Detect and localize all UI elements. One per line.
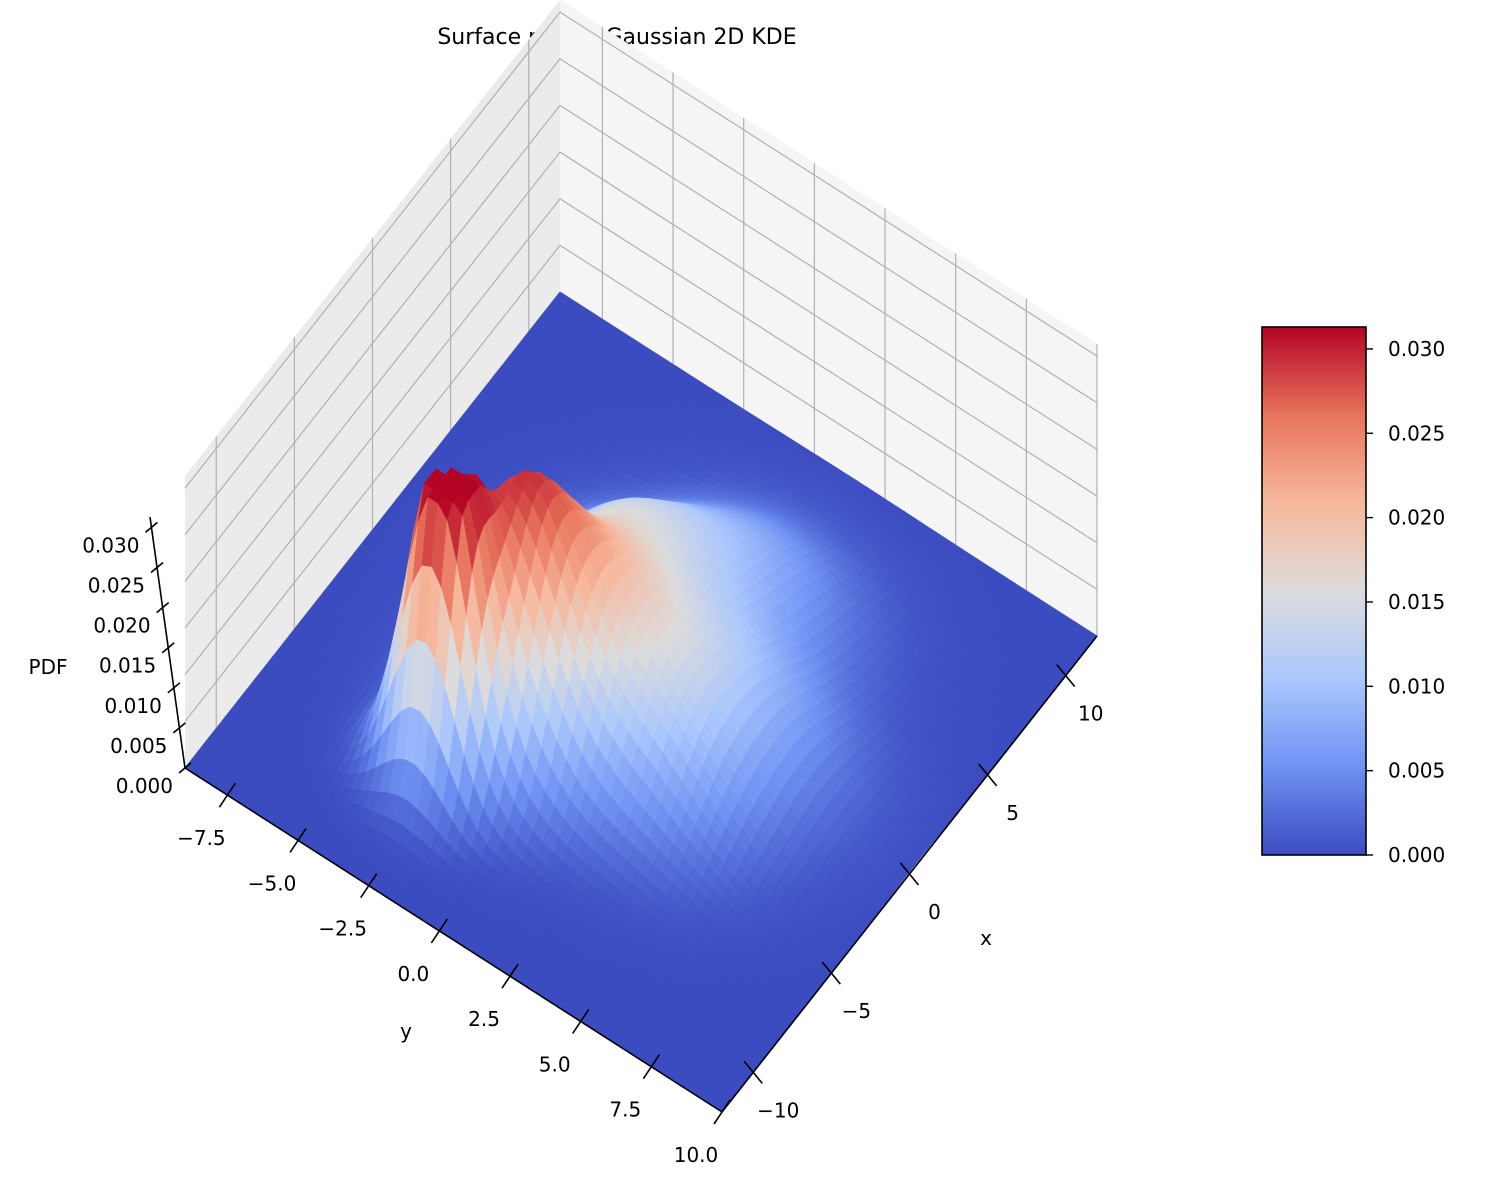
- grid-line-z: [559, 151, 1098, 497]
- y-tick: [289, 827, 307, 853]
- y-tick-label: 5.0: [539, 1052, 571, 1076]
- z-tick-label: 0.000: [116, 774, 173, 798]
- y-tick-label: 10.0: [674, 1143, 719, 1167]
- y-tick: [430, 918, 449, 944]
- grid-line-z: [184, 105, 561, 582]
- colorbar-tick-label: 0.015: [1388, 590, 1445, 614]
- z-tick: [156, 602, 170, 614]
- z-axis-line: [149, 516, 186, 769]
- z-axis-label: PDF: [29, 655, 68, 679]
- x-tick-label: −10: [757, 1098, 799, 1122]
- grid-line-z: [559, 58, 1098, 404]
- x-tick-label: 0: [928, 900, 941, 924]
- x-tick: [899, 862, 920, 886]
- grid-line-z: [184, 58, 561, 536]
- y-tick-label: −5.0: [248, 871, 297, 895]
- y-tick-label: −7.5: [177, 826, 226, 850]
- y-tick: [572, 1009, 590, 1034]
- z-tick-label: 0.030: [82, 533, 139, 557]
- z-tick-label: 0.005: [110, 734, 167, 758]
- colorbar: 0.000 0.005 0.010 0.015 0.020 0.025 0.030: [1261, 326, 1445, 867]
- colorbar-tick-label: 0.020: [1388, 506, 1445, 530]
- y-tick-label: 7.5: [609, 1098, 641, 1122]
- x-tick-label: 5: [1006, 801, 1019, 825]
- z-tick-label: 0.025: [88, 574, 145, 598]
- colorbar-tick-label: 0.030: [1388, 337, 1445, 361]
- grid-line-z: [184, 11, 561, 489]
- y-tick-label: −2.5: [318, 917, 367, 941]
- y-axis-label: y: [400, 1019, 412, 1043]
- x-tick: [1056, 664, 1076, 688]
- colorbar-tick-label: 0.025: [1388, 421, 1445, 445]
- y-tick: [501, 963, 519, 989]
- z-tick-label: 0.015: [99, 654, 156, 678]
- y-tick-label: 0.0: [397, 962, 429, 986]
- colorbar-tick-label: 0.000: [1388, 843, 1445, 867]
- x-axis-label: x: [980, 926, 992, 950]
- colorbar-gradient: [1261, 326, 1367, 856]
- x-tick: [978, 763, 998, 787]
- z-tick: [167, 682, 181, 694]
- z-tick: [144, 521, 158, 534]
- x-tick: [821, 961, 841, 985]
- kde-surface: [184, 291, 1098, 1113]
- grid-line-z: [559, 198, 1098, 544]
- colorbar-tick-label: 0.005: [1388, 759, 1445, 783]
- grid-line-z: [559, 104, 1098, 450]
- z-tick-label: 0.020: [93, 614, 150, 638]
- axes-lines: −7.5 −5.0 −2.5 0.0 2.5 5.0 7.5 10.0 −10 −5 0 5 10 0.0…: [82, 516, 1103, 1167]
- y-axis-line: [184, 767, 723, 1113]
- z-tick: [161, 642, 175, 654]
- x-tick: [743, 1060, 763, 1084]
- x-tick-label: 10: [1078, 702, 1103, 726]
- y-tick: [642, 1054, 661, 1080]
- grid-line-z: [184, 244, 561, 722]
- grid-line-z: [184, 151, 561, 629]
- y-tick: [218, 782, 237, 808]
- x-tick-label: −5: [842, 999, 871, 1023]
- back-pane-x: [560, 0, 1097, 636]
- z-tick: [172, 722, 186, 734]
- z-tick: [150, 561, 164, 574]
- grid-line-z: [184, 198, 561, 676]
- z-tick: [178, 762, 192, 774]
- z-tick-label: 0.010: [105, 694, 162, 718]
- grid-line-z: [559, 244, 1098, 590]
- y-tick-label: 2.5: [468, 1007, 500, 1031]
- y-tick: [360, 873, 378, 899]
- colorbar-tick-label: 0.010: [1388, 674, 1445, 698]
- grid-line-z: [559, 11, 1098, 357]
